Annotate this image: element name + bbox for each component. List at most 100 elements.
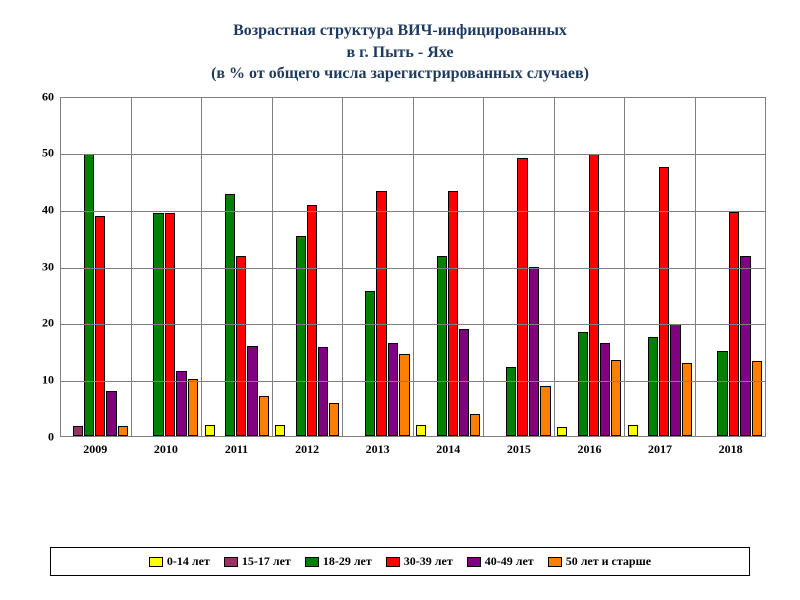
bar — [365, 291, 376, 436]
bar — [247, 346, 257, 436]
bar — [376, 191, 387, 436]
title-line-3: (в % от общего числа зарегистрированных … — [30, 63, 770, 85]
grid-line — [61, 268, 765, 269]
bar-cluster — [134, 98, 198, 436]
year-group — [414, 98, 485, 436]
bar — [118, 426, 128, 436]
legend-swatch — [224, 557, 238, 567]
bar-cluster — [205, 98, 269, 436]
bar — [600, 343, 610, 436]
legend-label: 30-39 лет — [404, 554, 453, 569]
chart-title: Возрастная структура ВИЧ-инфицированных … — [30, 20, 770, 85]
grid-line — [61, 381, 765, 382]
y-tick-label: 60 — [42, 89, 54, 104]
year-group — [484, 98, 555, 436]
bar — [225, 194, 235, 436]
x-tick-label: 2017 — [625, 439, 696, 457]
bar — [740, 256, 751, 436]
bar-cluster — [487, 98, 551, 436]
year-group — [555, 98, 626, 436]
grid-line — [61, 324, 765, 325]
bar-cluster — [416, 98, 480, 436]
legend-swatch — [548, 557, 562, 567]
bar — [437, 256, 447, 436]
legend-swatch — [386, 557, 400, 567]
legend-item: 50 лет и старше — [548, 554, 651, 569]
y-tick-label: 30 — [42, 259, 54, 274]
bar — [670, 324, 680, 436]
bar — [682, 363, 692, 436]
chart-area: 0102030405060 20092010201120122013201420… — [30, 97, 770, 477]
y-tick-label: 40 — [42, 203, 54, 218]
legend-swatch — [149, 557, 163, 567]
bar — [470, 414, 480, 435]
bar — [259, 396, 269, 435]
y-tick-label: 20 — [42, 316, 54, 331]
bar — [448, 191, 458, 436]
x-tick-label: 2014 — [413, 439, 484, 457]
bar — [307, 205, 317, 436]
y-tick-label: 50 — [42, 146, 54, 161]
bar-cluster — [346, 98, 410, 436]
legend-swatch — [467, 557, 481, 567]
bar — [388, 343, 399, 436]
title-line-1: Возрастная структура ВИЧ-инфицированных — [30, 20, 770, 42]
x-tick-label: 2013 — [342, 439, 413, 457]
bar — [318, 347, 328, 436]
bar — [329, 403, 339, 436]
bar — [399, 354, 410, 436]
bar — [459, 329, 469, 436]
legend-label: 15-17 лет — [242, 554, 291, 569]
title-line-2: в г. Пыть - Яхе — [30, 42, 770, 64]
bar — [648, 337, 658, 436]
bar — [517, 158, 528, 436]
year-group — [273, 98, 344, 436]
legend-item: 18-29 лет — [305, 554, 372, 569]
year-group — [202, 98, 273, 436]
legend-swatch — [305, 557, 319, 567]
bar — [205, 425, 215, 436]
bar — [529, 267, 540, 436]
x-tick-label: 2016 — [554, 439, 625, 457]
bar-cluster — [275, 98, 339, 436]
legend-label: 18-29 лет — [323, 554, 372, 569]
bar — [578, 332, 588, 436]
legend-item: 30-39 лет — [386, 554, 453, 569]
x-tick-label: 2011 — [201, 439, 272, 457]
bar — [659, 167, 669, 436]
bar — [557, 427, 567, 435]
bar — [296, 236, 306, 436]
bar — [628, 425, 638, 436]
y-axis: 0102030405060 — [30, 97, 58, 437]
legend-item: 0-14 лет — [149, 554, 210, 569]
x-tick-label: 2018 — [695, 439, 766, 457]
bar — [188, 379, 199, 435]
year-group — [696, 98, 766, 436]
bar — [752, 361, 763, 435]
legend-item: 40-49 лет — [467, 554, 534, 569]
bar — [540, 386, 551, 436]
x-tick-label: 2009 — [60, 439, 131, 457]
bar — [84, 154, 94, 436]
grid-line — [61, 154, 765, 155]
bar — [717, 351, 728, 436]
legend: 0-14 лет 15-17 лет 18-29 лет 30-39 лет 40-49… — [50, 547, 750, 576]
year-group — [132, 98, 203, 436]
bar — [73, 426, 83, 436]
year-group — [61, 98, 132, 436]
grid-line — [61, 211, 765, 212]
x-tick-label: 2015 — [484, 439, 555, 457]
bar — [506, 367, 517, 436]
bar — [236, 256, 246, 436]
bar-cluster — [698, 98, 762, 436]
legend-label: 0-14 лет — [167, 554, 210, 569]
bar — [611, 360, 621, 436]
bar-cluster — [64, 98, 128, 436]
legend-label: 50 лет и старше — [566, 554, 651, 569]
x-tick-label: 2010 — [131, 439, 202, 457]
bar-cluster — [557, 98, 621, 436]
x-axis-labels: 2009201020112012201320142015201620172018 — [60, 439, 766, 457]
bar — [275, 425, 285, 436]
bar-cluster — [628, 98, 692, 436]
y-tick-label: 10 — [42, 373, 54, 388]
